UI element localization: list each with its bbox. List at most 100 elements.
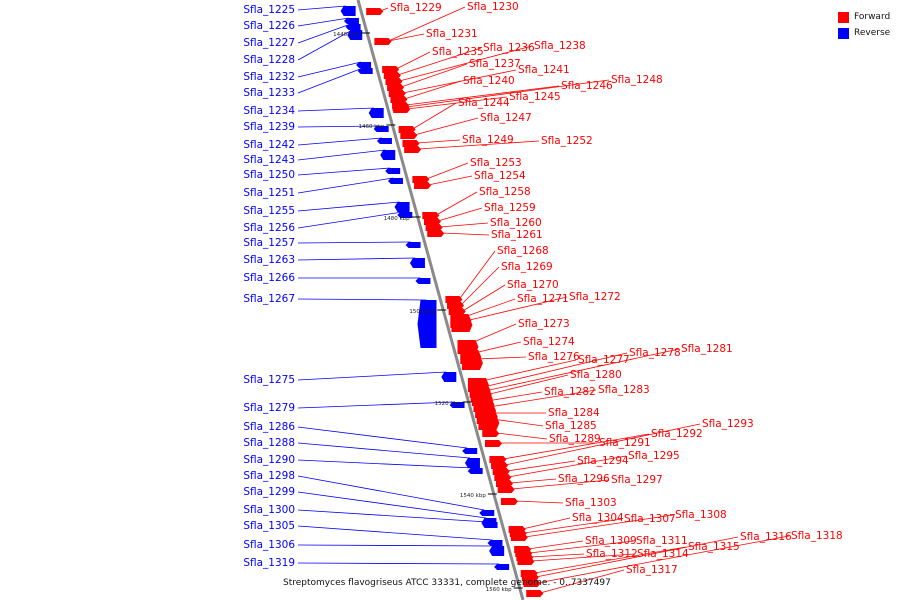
forward-gene-connector <box>464 298 516 318</box>
forward-gene-block <box>445 296 463 303</box>
kbp-ticks: 1440 kbp 1460 kbp 1480 kbp 1500 kbp 1520 kbp… <box>333 32 523 593</box>
forward-gene-connector <box>436 191 478 216</box>
forward-gene-connector <box>441 232 490 236</box>
reverse-gene-label: Sfla_1300 <box>243 504 295 516</box>
forward-gene-label: Sfla_1235 <box>432 46 484 58</box>
reverse-gene-connector <box>297 5 346 11</box>
forward-gene-connector <box>471 323 517 344</box>
reverse-gene-label: Sfla_1305 <box>243 520 295 532</box>
forward-gene-label: Sfla_1276 <box>528 351 580 363</box>
reverse-gene-label: Sfla_1233 <box>243 87 295 99</box>
reverse-gene-label: Sfla_1279 <box>243 402 295 414</box>
forward-gene-block <box>400 132 418 139</box>
forward-gene-connector <box>537 535 790 584</box>
forward-gene-connector <box>487 391 543 402</box>
forward-gene-label: Sfla_1258 <box>479 186 531 198</box>
forward-gene-connector <box>504 423 701 466</box>
legend-forward: Forward <box>838 9 890 25</box>
forward-gene-label: Sfla_1270 <box>507 279 559 291</box>
forward-gene-label: Sfla_1237 <box>469 58 521 70</box>
forward-gene-connector <box>511 479 610 490</box>
forward-gene-connector <box>437 207 483 222</box>
forward-swatch <box>838 11 849 23</box>
tick-label: 1500 kbp <box>409 309 435 315</box>
forward-gene-block <box>374 38 392 45</box>
forward-gene-block <box>494 474 512 481</box>
forward-gene-label: Sfla_1283 <box>598 384 650 396</box>
forward-gene-block <box>382 66 400 73</box>
forward-gene-connector <box>418 140 540 150</box>
label-connector-lines <box>297 5 790 594</box>
forward-gene-label: Sfla_1259 <box>484 202 536 214</box>
forward-gene-label: Sfla_1245 <box>509 91 561 103</box>
forward-gene-connector <box>474 341 522 354</box>
forward-gene-label: Sfla_1295 <box>628 450 680 462</box>
forward-gene-block <box>489 456 507 463</box>
forward-gene-connector <box>506 460 576 472</box>
reverse-gene-block <box>482 522 498 528</box>
forward-gene-label: Sfla_1296 <box>558 473 610 485</box>
reverse-gene-label: Sfla_1250 <box>243 169 295 181</box>
forward-gene-connector <box>503 433 650 460</box>
legend-reverse-label: Reverse <box>854 28 891 38</box>
forward-gene-block <box>414 182 432 189</box>
genome-backbone <box>356 0 525 600</box>
forward-gene-connector <box>414 117 479 136</box>
reverse-gene-label: Sfla_1227 <box>243 37 295 49</box>
reverse-gene-connector <box>297 107 374 112</box>
reverse-gene-block <box>376 138 392 144</box>
forward-gene-label: Sfla_1277 <box>578 354 630 366</box>
reverse-gene-block <box>347 30 363 40</box>
forward-gene-block <box>422 212 440 219</box>
reverse-gene-connector <box>297 442 470 459</box>
forward-gene-connector <box>489 389 597 408</box>
forward-gene-connector <box>460 266 500 306</box>
reverse-gene-block <box>405 242 421 248</box>
forward-gene-block <box>388 90 406 97</box>
reverse-gene-label: Sfla_1299 <box>243 486 295 498</box>
forward-gene-block <box>517 558 535 565</box>
forward-gene-label: Sfla_1249 <box>462 134 514 146</box>
reverse-gene-block <box>417 300 437 348</box>
forward-gene-connector <box>416 139 461 144</box>
forward-gene-connector <box>407 96 508 110</box>
forward-gene-connector <box>484 348 680 392</box>
forward-gene-label: Sfla_1238 <box>534 40 586 52</box>
forward-gene-connector <box>397 47 482 76</box>
forward-gene-block <box>387 84 405 91</box>
reverse-gene-label: Sfla_1256 <box>243 222 295 234</box>
forward-gene-block <box>496 480 513 487</box>
forward-gene-connector <box>509 478 557 484</box>
reverse-gene-connector <box>297 475 485 511</box>
forward-gene-block <box>385 78 403 85</box>
forward-gene-connector <box>427 175 473 186</box>
reverse-gene-connector <box>297 426 468 449</box>
forward-gene-block <box>366 8 384 15</box>
forward-gene-label: Sfla_1304 <box>572 512 624 524</box>
forward-gene-label: Sfla_1254 <box>474 170 526 182</box>
reverse-gene-connector <box>297 525 493 541</box>
reverse-gene-label: Sfla_1286 <box>243 421 295 433</box>
forward-gene-connector <box>508 455 627 478</box>
reverse-gene-block <box>441 372 457 382</box>
forward-gene-connector <box>465 296 568 322</box>
forward-gene-connector <box>529 540 635 554</box>
forward-gene-connector <box>483 352 628 388</box>
forward-gene-label: Sfla_1291 <box>599 437 651 449</box>
forward-gene-block <box>492 468 510 475</box>
forward-gene-block <box>427 230 445 237</box>
forward-gene-block <box>404 146 422 153</box>
forward-gene-connector <box>534 546 687 574</box>
forward-gene-block <box>402 140 420 147</box>
forward-gene-connector <box>439 222 489 228</box>
forward-gene-connector <box>528 540 584 550</box>
forward-gene-label: Sfla_1282 <box>544 386 596 398</box>
forward-gene-label: Sfla_1260 <box>490 217 542 229</box>
forward-gene-label: Sfla_1280 <box>570 369 622 381</box>
reverse-gene-connector <box>297 23 351 44</box>
forward-gene-block <box>461 356 483 370</box>
forward-gene-label: Sfla_1303 <box>565 497 617 509</box>
reverse-gene-connector <box>297 509 488 523</box>
reverse-gene-connector <box>297 544 495 547</box>
